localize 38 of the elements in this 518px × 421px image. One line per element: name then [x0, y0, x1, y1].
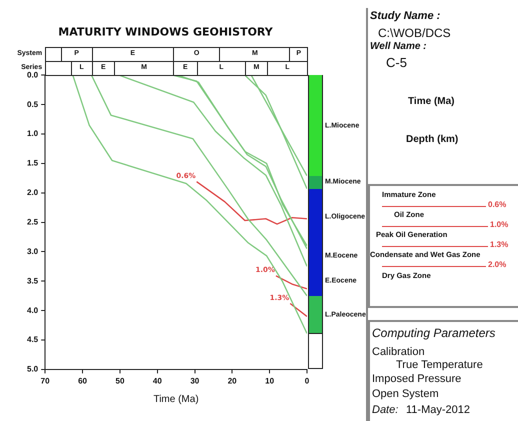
y-tick-label: 2.0: [26, 188, 39, 198]
x-tick-label: 20: [228, 376, 238, 386]
x-tick-label: 50: [115, 376, 125, 386]
text: Open System: [372, 388, 439, 400]
x-tick-label: 30: [190, 376, 200, 386]
text: C:\WOB/DCS: [378, 26, 451, 40]
text: Date:: [372, 404, 398, 416]
x-axis-title: Time (Ma): [153, 394, 199, 405]
text: Study Name :: [370, 10, 440, 22]
text: 1.0%: [490, 220, 508, 229]
x-tick-label: 0: [304, 376, 310, 386]
y-tick-label: 0.5: [26, 100, 39, 109]
x-tick-label: 60: [78, 376, 88, 386]
y-tick-label: 3.0: [26, 246, 39, 256]
y-tick-label: 3.5: [26, 276, 39, 286]
y-tick-label: 4.0: [26, 306, 39, 315]
y-tick-label: 0.0: [26, 70, 39, 80]
y-tick-label: 1.0: [26, 129, 39, 138]
text: Computing Parameters: [372, 326, 496, 340]
x-tick-label: 40: [152, 376, 162, 386]
text: 0.6%: [488, 200, 506, 209]
y-tick-label: 2.5: [26, 218, 39, 227]
text: 1.3%: [490, 240, 508, 249]
text: C-5: [386, 55, 407, 70]
text: Imposed Pressure: [372, 373, 462, 385]
y-tick-label: 1.5: [26, 158, 39, 168]
y-tick-label: 5.0: [26, 364, 39, 374]
text: Well Name :: [370, 41, 426, 52]
text: 2.0%: [488, 260, 506, 269]
text: Calibration: [372, 346, 425, 358]
y-tick-label: 4.5: [26, 335, 39, 344]
x-tick-label: 10: [265, 376, 275, 386]
text: True Temperature: [396, 359, 483, 371]
text: 11-May-2012: [406, 404, 470, 416]
text: Time (Ma): [408, 96, 454, 107]
x-tick-label: 70: [40, 376, 50, 386]
chart-title: MATURITY WINDOWS GEOHISTORY: [58, 25, 274, 38]
text: Depth (km): [406, 134, 458, 145]
